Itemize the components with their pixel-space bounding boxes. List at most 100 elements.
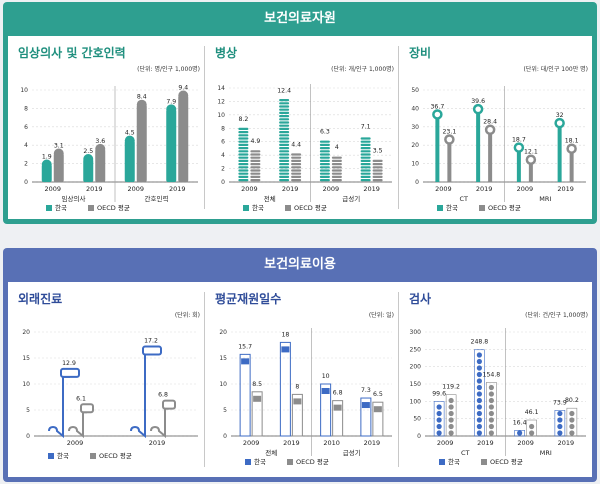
bar-oecd [372, 401, 384, 437]
y-tick-label: 10 [411, 161, 419, 168]
y-tick-label: 15 [219, 355, 227, 362]
bar-segment [360, 175, 371, 178]
x-tick-label: 2009 [44, 185, 61, 193]
panel-title: 외래진료 [18, 292, 63, 306]
data-label: 3.5 [373, 148, 383, 155]
bar-segment [360, 150, 371, 153]
bar-segment [319, 172, 330, 175]
legend-korea: 한국 [448, 458, 460, 466]
y-tick-label: 0 [223, 433, 227, 440]
bar-oecd [80, 403, 94, 414]
x-tick-label: 2009 [241, 185, 258, 193]
data-label: 7.1 [361, 123, 371, 130]
bar-korea [476, 352, 482, 436]
bar-korea-frame [474, 349, 485, 437]
unit-label: (단위: 회) [174, 312, 200, 319]
bar-segment [279, 115, 290, 118]
bar-segment [319, 153, 330, 156]
bar-segment [319, 169, 330, 172]
y-tick-label: 20 [22, 329, 30, 336]
bar-segment [360, 140, 371, 143]
bar-korea [517, 430, 523, 436]
group-label: 급성기 [342, 194, 360, 203]
x-tick-label: 2019 [169, 185, 186, 193]
bar-segment [250, 166, 261, 169]
panel-divider [398, 46, 399, 209]
data-label: 10 [322, 373, 330, 380]
bar-segment [238, 143, 249, 146]
resources-section: 보건의료자원 임상의사 및 간호인력 (단위: 명/인구 1,000명) 0 2 4… [3, 2, 597, 224]
bar-segment [319, 150, 330, 153]
bar-dot [488, 430, 494, 436]
bar-dot [476, 404, 482, 410]
bar-segment [319, 159, 330, 162]
bar-segment [291, 153, 302, 156]
bar-oecd-frame [566, 407, 578, 437]
y-tick-label: 50 [413, 416, 421, 423]
legend-oecd: OECD 평균 [294, 203, 327, 212]
bar-dot [488, 423, 494, 430]
bar-dot [476, 358, 482, 365]
bar-segment [360, 179, 371, 182]
x-tick-label: 2019 [476, 185, 493, 193]
legend-oecd: OECD 평균 [296, 457, 329, 466]
data-label: 8.4 [137, 94, 147, 101]
bar-segment [238, 166, 249, 169]
bar-korea [320, 383, 332, 437]
bar-segment [279, 137, 290, 140]
x-tick-label: 2019 [149, 439, 166, 447]
y-tick-label: 100 [410, 398, 422, 405]
x-tick-label: 2019 [558, 439, 575, 447]
bar-dot [476, 371, 482, 378]
legend-swatch-oecd [481, 459, 487, 465]
bar-korea [238, 127, 249, 182]
bar-segment [279, 143, 290, 146]
bar-segment [331, 163, 342, 166]
panel-divider [204, 292, 205, 467]
bar-dot [488, 397, 494, 404]
bar-korea [435, 114, 440, 182]
data-label: 248.8 [471, 339, 489, 346]
bar-dot [436, 417, 442, 423]
bar-segment [372, 169, 383, 172]
bar-oecd-cap [136, 99, 147, 110]
bar-oecd-head [525, 154, 537, 165]
unit-label: (단위: 개/인구 1,000명) [331, 66, 394, 73]
bar-segment [250, 156, 261, 159]
bar-oecd-marker [333, 404, 342, 411]
legend-swatch-korea [245, 459, 251, 465]
x-tick-label: 2009 [517, 439, 534, 447]
bar-oecd [332, 400, 344, 437]
x-tick-label: 2009 [517, 185, 534, 193]
y-tick-label: 200 [410, 364, 422, 371]
bar-dot [488, 384, 494, 391]
bar-segment [360, 159, 371, 162]
bar-segment [279, 147, 290, 150]
bar-segment [372, 166, 383, 169]
bar-oecd-marker [253, 395, 262, 402]
bar-segment [319, 175, 330, 178]
bar-oecd [95, 148, 106, 182]
y-tick-label: 20 [411, 142, 419, 149]
y-tick-label: 0 [24, 179, 28, 186]
bar-segment [319, 163, 330, 166]
data-label: 73.9 [553, 399, 567, 406]
group-label: CT [461, 449, 470, 457]
bar-segment [372, 179, 383, 182]
x-tick-label: 2009 [243, 439, 260, 447]
group-label: 전체 [265, 448, 277, 457]
bar-segment [250, 163, 261, 166]
data-label: 12.9 [62, 360, 76, 367]
bar-korea-cap [83, 154, 94, 164]
bar-segment [291, 175, 302, 178]
bar-korea [319, 140, 330, 182]
bar-segment [279, 108, 290, 111]
data-label: 1.9 [42, 154, 52, 161]
bar-dot [436, 423, 442, 430]
section-title: 보건의료자원 [264, 11, 336, 26]
unit-label: (단위: 건/인구 1,000명) [525, 312, 588, 319]
x-tick-label: 2019 [363, 185, 380, 193]
bar-oecd-marker [373, 406, 382, 413]
bar-segment [238, 127, 249, 130]
bar-oecd-frame [526, 419, 537, 437]
